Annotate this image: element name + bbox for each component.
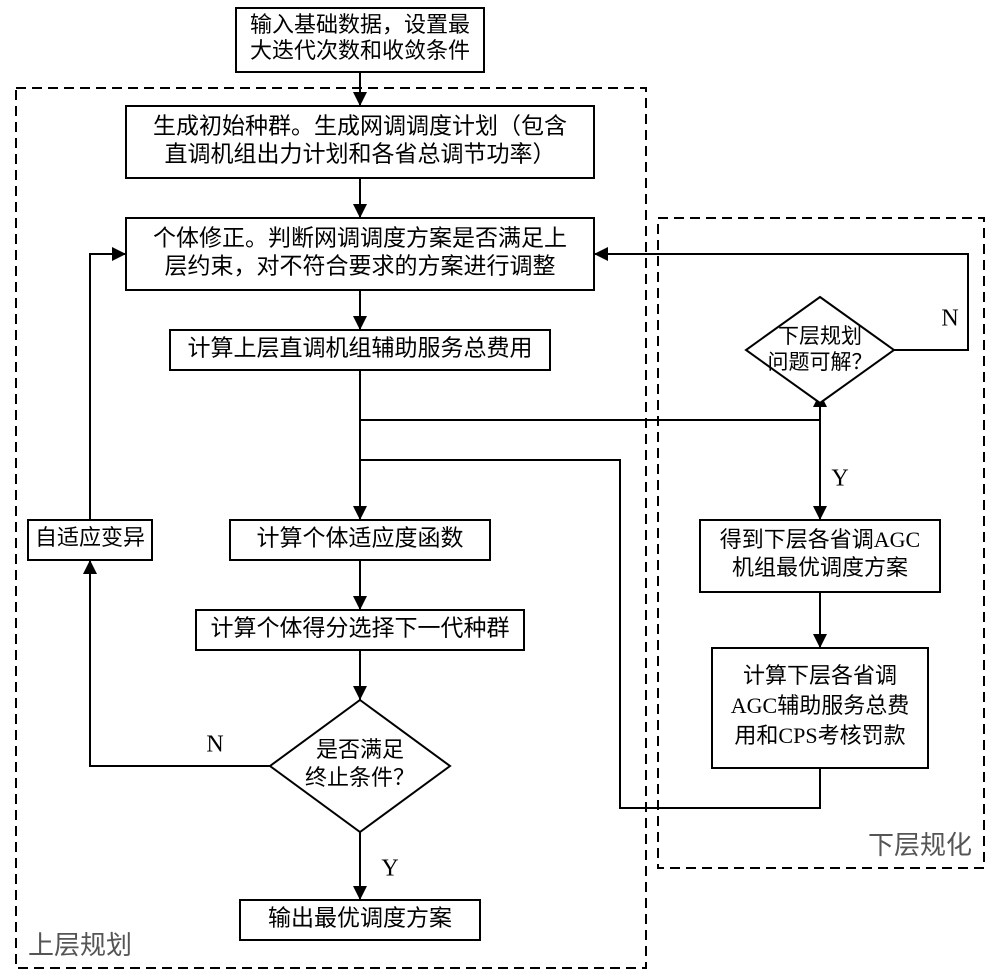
n11-line1: 计算下层各省调 [743,663,897,688]
node-lower-cost-cps: 计算下层各省调 AGC辅助服务总费 用和CPS考核罚款 [712,648,928,768]
node-calc-upper-cost: 计算上层直调机组辅助服务总费用 [170,330,550,370]
n6-line2: 终止条件？ [305,765,415,790]
edge-label-n9-n: N [941,306,958,332]
n9-line1: 下层规划 [778,324,862,348]
node-output-optimal: 输出最优调度方案 [240,900,480,940]
node-terminate-decision: 是否满足 终止条件？ [270,700,450,832]
edge-label-n6-n: N [206,732,223,758]
node-input-basic-data: 输入基础数据，设置最 大迭代次数和收敛条件 [236,8,484,72]
lower-region-label: 下层规化 [868,831,972,860]
n8-line1: 自适应变异 [35,525,145,550]
edges: N Y Y N [83,72,968,900]
n0-line2: 大迭代次数和收敛条件 [250,38,470,63]
node-init-population: 生成初始种群。生成网调调度计划（包含 直调机组出力计划和各省总调节功率） [126,106,594,178]
node-adaptive-mutation: 自适应变异 [28,520,152,560]
n2-line2: 层约束，对不符合要求的方案进行调整 [165,253,556,278]
n1-line2: 直调机组出力计划和各省总调节功率） [165,141,556,166]
node-lower-optimal-agc: 得到下层各省调AGC 机组最优调度方案 [700,520,940,592]
n10-line1: 得到下层各省调AGC [720,527,920,552]
n10-line2: 机组最优调度方案 [732,555,908,580]
n7-line1: 输出最优调度方案 [268,905,452,930]
n4-line1: 计算个体适应度函数 [257,525,464,550]
n0-line1: 输入基础数据，设置最 [250,12,470,37]
n1-line1: 生成初始种群。生成网调调度计划（包含 [153,113,567,138]
n3-line1: 计算上层直调机组辅助服务总费用 [188,335,533,360]
flowchart: N Y Y N 输入基础数据，设置最 大迭代 [0,0,1000,979]
node-calc-fitness: 计算个体适应度函数 [230,520,490,560]
n5-line1: 计算个体得分选择下一代种群 [211,615,510,640]
node-individual-correction: 个体修正。判断网调调度方案是否满足上 层约束，对不符合要求的方案进行调整 [126,218,594,290]
edge-label-n6-y: Y [381,856,398,882]
n11-line2: AGC辅助服务总费 [731,693,909,718]
node-lower-solvable-decision: 下层规划 问题可解？ [746,297,894,403]
n6-line1: 是否满足 [316,737,404,762]
edge-label-n9-y: Y [831,466,848,492]
n9-line2: 问题可解？ [768,350,873,374]
n2-line1: 个体修正。判断网调调度方案是否满足上 [153,225,567,250]
n11-line3: 用和CPS考核罚款 [734,723,905,748]
node-select-next-gen: 计算个体得分选择下一代种群 [196,610,524,650]
upper-region-label: 上层规划 [28,931,132,960]
